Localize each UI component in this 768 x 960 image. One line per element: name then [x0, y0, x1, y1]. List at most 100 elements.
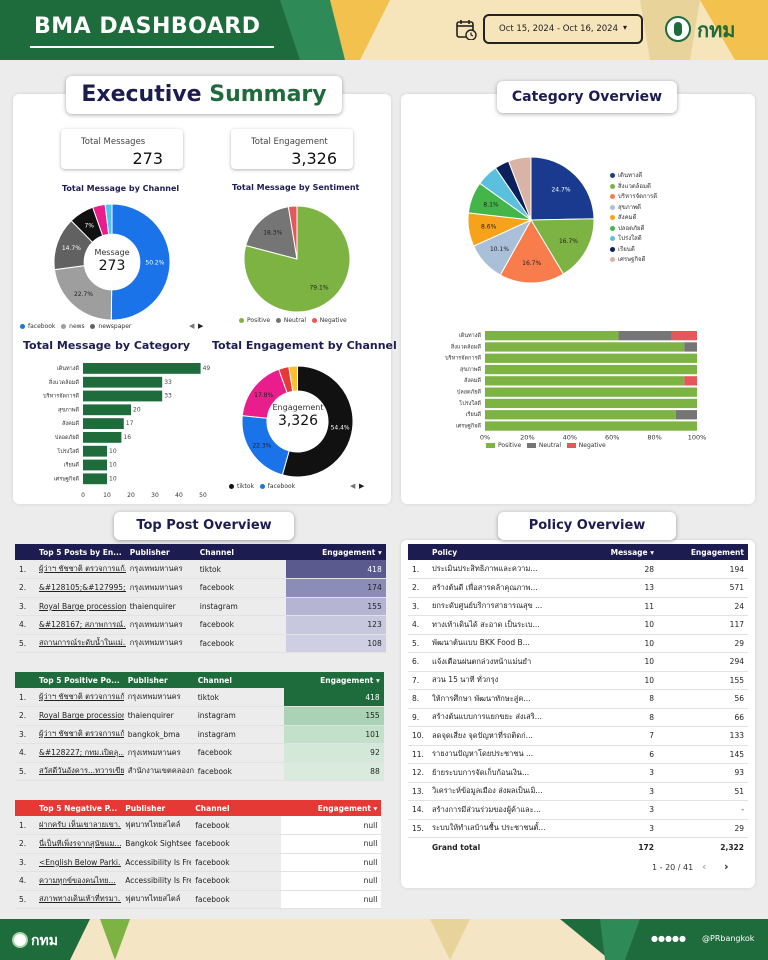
legend-prev-icon[interactable]: ◀	[189, 322, 195, 330]
table-row[interactable]: 3. Royal Barge procession... thaienquirer i…	[15, 597, 386, 616]
top-positive-posts-table: Top 5 Positive Po... Publisher Channel Enga…	[15, 672, 384, 781]
table-cell: 117	[658, 615, 748, 635]
legend-item: เรียนดี	[610, 244, 657, 255]
table-row[interactable]: 1. ผู้ว่าฯ ชัชชาติ ตรวจการแก้... กรุงเทพมห…	[15, 560, 386, 579]
legend-swatch	[610, 246, 615, 252]
column-header[interactable]: Channel	[195, 544, 286, 560]
tiktok-icon[interactable]: ●	[678, 934, 686, 943]
table-cell: &#128227; กทม.เปิดลุ...	[35, 743, 124, 763]
table-cell: 155	[285, 597, 386, 616]
table-row[interactable]: 2.Royal Barge procession...thaienquireri…	[15, 706, 384, 726]
column-header[interactable]: Top 5 Posts by En...	[35, 544, 126, 560]
stack-segment-neutral	[684, 342, 697, 352]
table-row[interactable]: 1. ฝากครับ เห็นเขาลายเขา... ฟุตบาทไทยสไตล์…	[15, 816, 382, 835]
category-overview-pie: 24.7% 16.7% 16.7% 10.1% 8.6% 8.1%	[467, 156, 595, 284]
table-cell: กรุงเทพมหานคร	[125, 634, 196, 653]
youtube-icon[interactable]: ●	[671, 934, 679, 943]
table-row[interactable]: 2. สร้างต้นดี เพื่อสารคล้าคุณภาพ... 13 571	[408, 578, 748, 598]
date-range-picker[interactable]: Oct 15, 2024 - Oct 16, 2024 ▾	[483, 14, 643, 44]
next-page-icon[interactable]: ›	[724, 860, 729, 873]
column-header[interactable]	[15, 800, 35, 816]
table-row[interactable]: 4. &#128167; สภาพการณ์... กรุงเทพมหานคร fac…	[15, 615, 386, 635]
column-header[interactable]: Publisher	[121, 800, 192, 816]
column-header[interactable]: Message ▾	[568, 544, 658, 560]
bma-logo-text: กทม	[697, 18, 736, 42]
table-cell: 5.	[15, 634, 35, 653]
column-header[interactable]: Engagement ▾	[283, 672, 384, 688]
facebook-icon[interactable]: ●	[651, 934, 658, 943]
table-row[interactable]: 5. สถานการณ์ระดับน้ำในแม่... กรุงเทพมหานคร…	[15, 634, 386, 653]
kpi-total-messages: Total Messages 273	[61, 129, 183, 169]
prev-page-icon[interactable]: ‹	[702, 860, 707, 873]
column-header[interactable]	[408, 544, 428, 560]
column-header[interactable]	[15, 672, 35, 688]
column-header[interactable]: Publisher	[123, 672, 194, 688]
table-row[interactable]: 1. ผู้ว่าฯ ชัชชาติ ตรวจการแก้... กรุงเทพมห…	[15, 688, 384, 707]
column-header[interactable]: Policy	[428, 544, 568, 560]
column-header[interactable]: Channel	[191, 800, 282, 816]
table-cell: facebook	[195, 634, 286, 653]
table-row[interactable]: 13. วิเคราะห์ข้อมูลเมือง ส่งผลเป็นเมิ... 3…	[408, 782, 748, 801]
table-row[interactable]: 11. รายงานปัญหาโดยประชาชน ... 6 145	[408, 745, 748, 764]
category-bar-value: 33	[164, 379, 172, 386]
table-cell: 5.	[15, 762, 35, 781]
legend-next-icon[interactable]: ▶	[359, 482, 365, 490]
date-range-text: Oct 15, 2024 - Oct 16, 2024	[499, 24, 618, 34]
table-cell: 4.	[15, 743, 35, 763]
table-row[interactable]: 2. &#128105;&#127995;... กรุงเทพมหานคร face…	[15, 578, 386, 598]
table-cell: 108	[285, 634, 386, 653]
legend-swatch	[610, 257, 615, 262]
table-row[interactable]: 7. สวน 15 นาที ทั่วกรุง 10 155	[408, 671, 748, 690]
table-row[interactable]: 5. สภาพทางเดินเท้าที่ทรมา... ฟุตบาทไทยสไตล…	[15, 890, 382, 909]
column-header[interactable]: Publisher	[125, 544, 196, 560]
table-row[interactable]: 9. สร้างต้นแบบการแยกขยะ ส่งเสริ... 8 66	[408, 708, 748, 727]
stack-category-label: เศรษฐกิจดี	[456, 422, 482, 429]
table-row[interactable]: 1. ประเมินประสิทธิภาพและความ... 28 194	[408, 560, 748, 579]
policy-table: Policy Message ▾ Engagement 1. ประเมินประสิท…	[408, 544, 748, 856]
legend-item: Positive	[239, 317, 270, 324]
table-row[interactable]: 10. ลดจุดเสี่ยง จุดปัญหาที่รถติดก่... 7 133	[408, 726, 748, 746]
table-row[interactable]: 6. แจ้งเตือนฝนตกล่วงหน้าแม่นยำ 10 294	[408, 652, 748, 672]
column-header[interactable]: Top 5 Positive Po...	[35, 672, 124, 688]
table-cell: 4.	[15, 615, 35, 635]
column-header[interactable]: Engagement	[658, 544, 748, 560]
table-row[interactable]: 3. <English Below Parki... Accessibility I…	[15, 853, 382, 872]
table-cell: 11.	[408, 745, 428, 764]
table-cell: null	[281, 816, 382, 835]
table-row[interactable]: 8. ให้การศึกษา พัฒนาทักษะสู่ค... 8 56	[408, 689, 748, 709]
column-header[interactable]: Engagement ▾	[281, 800, 382, 816]
table-row[interactable]: 5. สวัสดีวันอังคาร...ทวารเขีย... สำนักงานเ…	[15, 762, 384, 781]
legend-news: news	[69, 323, 85, 330]
column-header[interactable]: Channel	[193, 672, 284, 688]
table-row[interactable]: 4. ทางเท้าเดินได้ สะอาด เป็นระเบ... 10 117	[408, 615, 748, 635]
stack-segment-negative	[671, 331, 697, 341]
table-row[interactable]: 15. ระบบให้ทำเลบ้านชื้น ประชาชนตั้... 3 29	[408, 819, 748, 838]
legend-swatch	[610, 215, 615, 220]
table-cell: facebook	[191, 816, 282, 835]
legend-item: Positive	[486, 442, 521, 449]
column-header[interactable]: Engagement ▾	[285, 544, 386, 560]
line-icon[interactable]: ●	[657, 934, 665, 943]
table-row[interactable]: 4. ความทุกข์ของคนไทย... Accessibility Is F…	[15, 871, 382, 891]
table-row[interactable]: 12. ย้ายระบบการจัดเก็บก้อนเงิน... 3 93	[408, 763, 748, 783]
column-header[interactable]	[15, 544, 35, 560]
legend-prev-icon[interactable]: ◀	[350, 482, 356, 490]
table-row[interactable]: 4. &#128227; กทม.เปิดลุ... กรุงเทพมหานคร fa…	[15, 743, 384, 763]
table-row[interactable]: 3. ยกระดับศูนย์บริการสาธารณสุข ... 11 24	[408, 597, 748, 616]
table-row[interactable]: 5. พัฒนาต้นแบบ BKK Food B... 10 29	[408, 634, 748, 653]
table-row[interactable]: 2. นี่เป็นทีเพิ่งรจากสุนัขแม... Bangkok Si…	[15, 834, 382, 854]
top-posts-table: Top 5 Posts by En... Publisher Channel Enga…	[15, 544, 386, 653]
pie-slice-label: 10.1%	[490, 246, 509, 253]
table-cell: พัฒนาต้นแบบ BKK Food B...	[428, 634, 568, 653]
legend-next-icon[interactable]: ▶	[198, 322, 204, 330]
table-row[interactable]: 3. ผู้ว่าฯ ชัชชาติ ตรวจการแก้... bangkok_b…	[15, 725, 384, 744]
stack-segment-positive	[485, 410, 676, 420]
table-cell: 2.	[15, 706, 35, 726]
calendar-icon[interactable]	[455, 18, 477, 40]
table-cell: instagram	[193, 725, 284, 744]
column-header[interactable]: Top 5 Negative P...	[35, 800, 122, 816]
donut-center-label: Message	[94, 248, 130, 257]
pie-slice-label: 54.4%	[331, 424, 350, 431]
instagram-icon[interactable]: ●	[664, 934, 672, 943]
table-row[interactable]: 14. สร้างการมีส่วนร่วมของผู้ค้าและ... 3-	[408, 800, 748, 820]
